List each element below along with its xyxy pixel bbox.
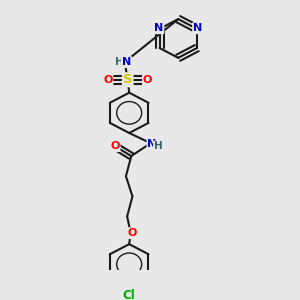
Text: N: N: [122, 57, 131, 67]
Text: O: O: [103, 75, 112, 85]
Text: H: H: [115, 57, 124, 67]
Text: N: N: [148, 139, 157, 149]
Text: N: N: [154, 23, 164, 33]
Text: O: O: [127, 228, 136, 238]
Text: S: S: [123, 73, 133, 86]
Text: H: H: [154, 141, 163, 152]
Text: O: O: [110, 141, 120, 151]
Text: N: N: [193, 23, 202, 33]
Text: O: O: [143, 75, 152, 85]
Text: Cl: Cl: [123, 289, 136, 300]
